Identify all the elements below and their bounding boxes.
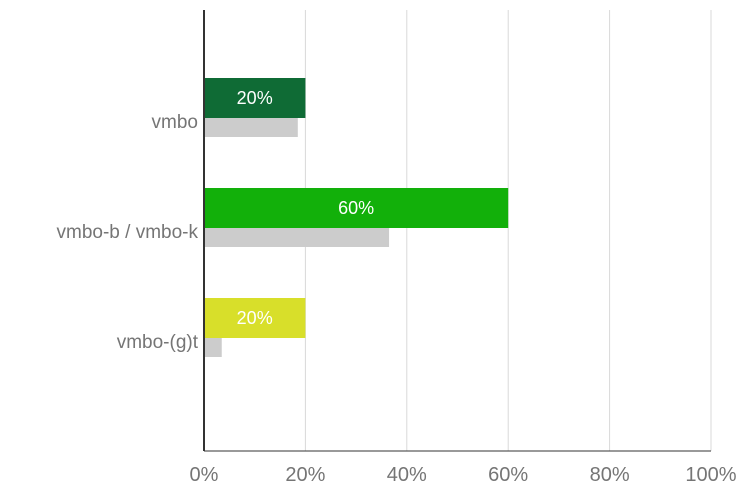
gridlines xyxy=(304,10,712,451)
bar-comparison xyxy=(204,228,390,247)
data-labels: 20% 60% 20% xyxy=(237,88,374,328)
bar-comparison xyxy=(204,118,298,137)
x-tick-labels: 0% 20% 40% 60% 80% 100% xyxy=(190,464,737,486)
category-labels: vmbo vmbo-b / vmbo-k vmbo-(g)t xyxy=(57,112,199,353)
x-tick-label: 40% xyxy=(387,464,427,486)
category-label: vmbo-(g)t xyxy=(117,332,199,353)
bar-data-label: 20% xyxy=(237,308,273,328)
category-label: vmbo xyxy=(152,112,198,133)
x-tick-label: 80% xyxy=(590,464,630,486)
x-tick-label: 100% xyxy=(685,464,736,486)
x-tick-label: 0% xyxy=(190,464,219,486)
bars xyxy=(204,78,509,357)
bar-comparison xyxy=(204,338,222,357)
bar-main xyxy=(204,188,509,228)
x-tick-label: 20% xyxy=(285,464,325,486)
bar-main xyxy=(204,78,306,118)
bar-main xyxy=(204,298,306,338)
bar-data-label: 20% xyxy=(237,88,273,108)
category-label: vmbo-b / vmbo-k xyxy=(57,222,199,243)
x-tick-label: 60% xyxy=(488,464,528,486)
bar-data-label: 60% xyxy=(338,198,374,218)
